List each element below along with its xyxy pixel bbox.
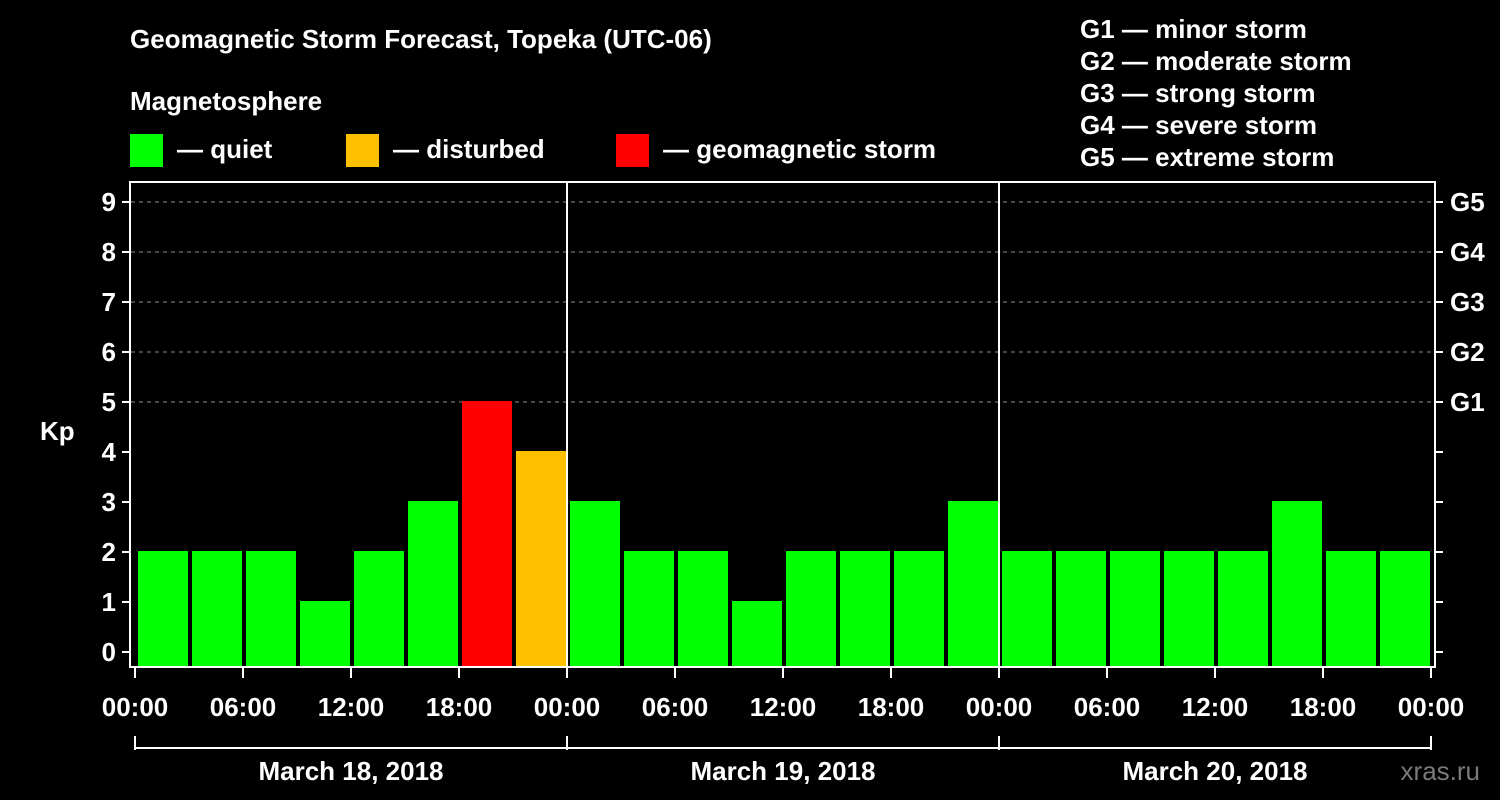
y-tick-label: 2 <box>102 537 116 567</box>
date-label: March 20, 2018 <box>1122 756 1307 786</box>
x-tick-label: 18:00 <box>858 692 925 722</box>
legend-label-storm: — geomagnetic storm <box>663 134 936 164</box>
storm-scale-g2: G2 — moderate storm <box>1080 46 1352 76</box>
kp-bar <box>570 501 620 667</box>
legend-label-disturbed: — disturbed <box>393 134 545 164</box>
x-tick-label: 18:00 <box>1290 692 1357 722</box>
y-tick-label: 5 <box>102 387 116 417</box>
kp-bar <box>948 501 998 667</box>
kp-bar <box>1380 551 1430 667</box>
kp-bar <box>408 501 458 667</box>
storm-level-label: G3 <box>1450 287 1485 317</box>
x-tick-label: 12:00 <box>318 692 385 722</box>
x-tick-label: 00:00 <box>102 692 169 722</box>
kp-bar <box>300 601 350 667</box>
storm-scale-g3: G3 — strong storm <box>1080 78 1315 108</box>
storm-scale-g1: G1 — minor storm <box>1080 14 1307 44</box>
storm-level-label: G2 <box>1450 337 1485 367</box>
legend-label-quiet: — quiet <box>177 134 273 164</box>
date-label: March 19, 2018 <box>690 756 875 786</box>
storm-scale-g5: G5 — extreme storm <box>1080 142 1334 172</box>
kp-bar <box>786 551 836 667</box>
y-tick-label: 6 <box>102 337 116 367</box>
kp-bar <box>354 551 404 667</box>
kp-bar <box>138 551 188 667</box>
x-tick-label: 00:00 <box>534 692 601 722</box>
storm-scale-legend: G1 — minor storm G2 — moderate storm G3 … <box>1080 14 1352 172</box>
chart-title: Geomagnetic Storm Forecast, Topeka (UTC-… <box>130 24 712 54</box>
kp-bar <box>1110 551 1160 667</box>
kp-bar <box>462 401 512 667</box>
kp-bar <box>1164 551 1214 667</box>
plot-area: 0 1 2 3 4 5 6 7 8 9 G1 G2 G3 G4 G5 00:00 06:00 12:00 18:00… <box>102 181 1485 786</box>
y-tick-label: 9 <box>102 187 116 217</box>
x-tick-label: 00:00 <box>966 692 1033 722</box>
x-tick-label: 00:00 <box>1398 692 1465 722</box>
magnetosphere-legend: Magnetosphere — quiet — disturbed — geom… <box>130 86 936 167</box>
legend-swatch-quiet <box>130 134 163 167</box>
x-tick-label: 06:00 <box>1074 692 1141 722</box>
x-tick-label: 06:00 <box>210 692 277 722</box>
storm-scale-g4: G4 — severe storm <box>1080 110 1317 140</box>
storm-level-label: G1 <box>1450 387 1485 417</box>
watermark: xras.ru <box>1401 756 1480 786</box>
y-tick-label: 3 <box>102 487 116 517</box>
kp-bar <box>732 601 782 667</box>
kp-bar <box>624 551 674 667</box>
date-label: March 18, 2018 <box>258 756 443 786</box>
kp-bar <box>1326 551 1376 667</box>
legend-swatch-disturbed <box>346 134 379 167</box>
x-tick-label: 12:00 <box>750 692 817 722</box>
x-tick-label: 06:00 <box>642 692 709 722</box>
kp-bar <box>1272 501 1322 667</box>
kp-bar <box>516 451 566 667</box>
kp-bar <box>678 551 728 667</box>
kp-bar <box>840 551 890 667</box>
kp-bar <box>894 551 944 667</box>
y-tick-label: 7 <box>102 287 116 317</box>
kp-bar <box>246 551 296 667</box>
y-tick-label: 0 <box>102 637 116 667</box>
y-tick-label: 4 <box>102 437 117 467</box>
x-tick-label: 12:00 <box>1182 692 1249 722</box>
kp-bar <box>1002 551 1052 667</box>
y-tick-label: 8 <box>102 237 116 267</box>
legend-heading: Magnetosphere <box>130 86 322 116</box>
kp-bar <box>192 551 242 667</box>
x-tick-label: 18:00 <box>426 692 493 722</box>
storm-level-label: G4 <box>1450 237 1485 267</box>
y-axis-label: Kp <box>40 416 75 446</box>
kp-bar <box>1056 551 1106 667</box>
storm-level-label: G5 <box>1450 187 1485 217</box>
y-tick-label: 1 <box>102 587 116 617</box>
kp-bar <box>1218 551 1268 667</box>
legend-swatch-storm <box>616 134 649 167</box>
